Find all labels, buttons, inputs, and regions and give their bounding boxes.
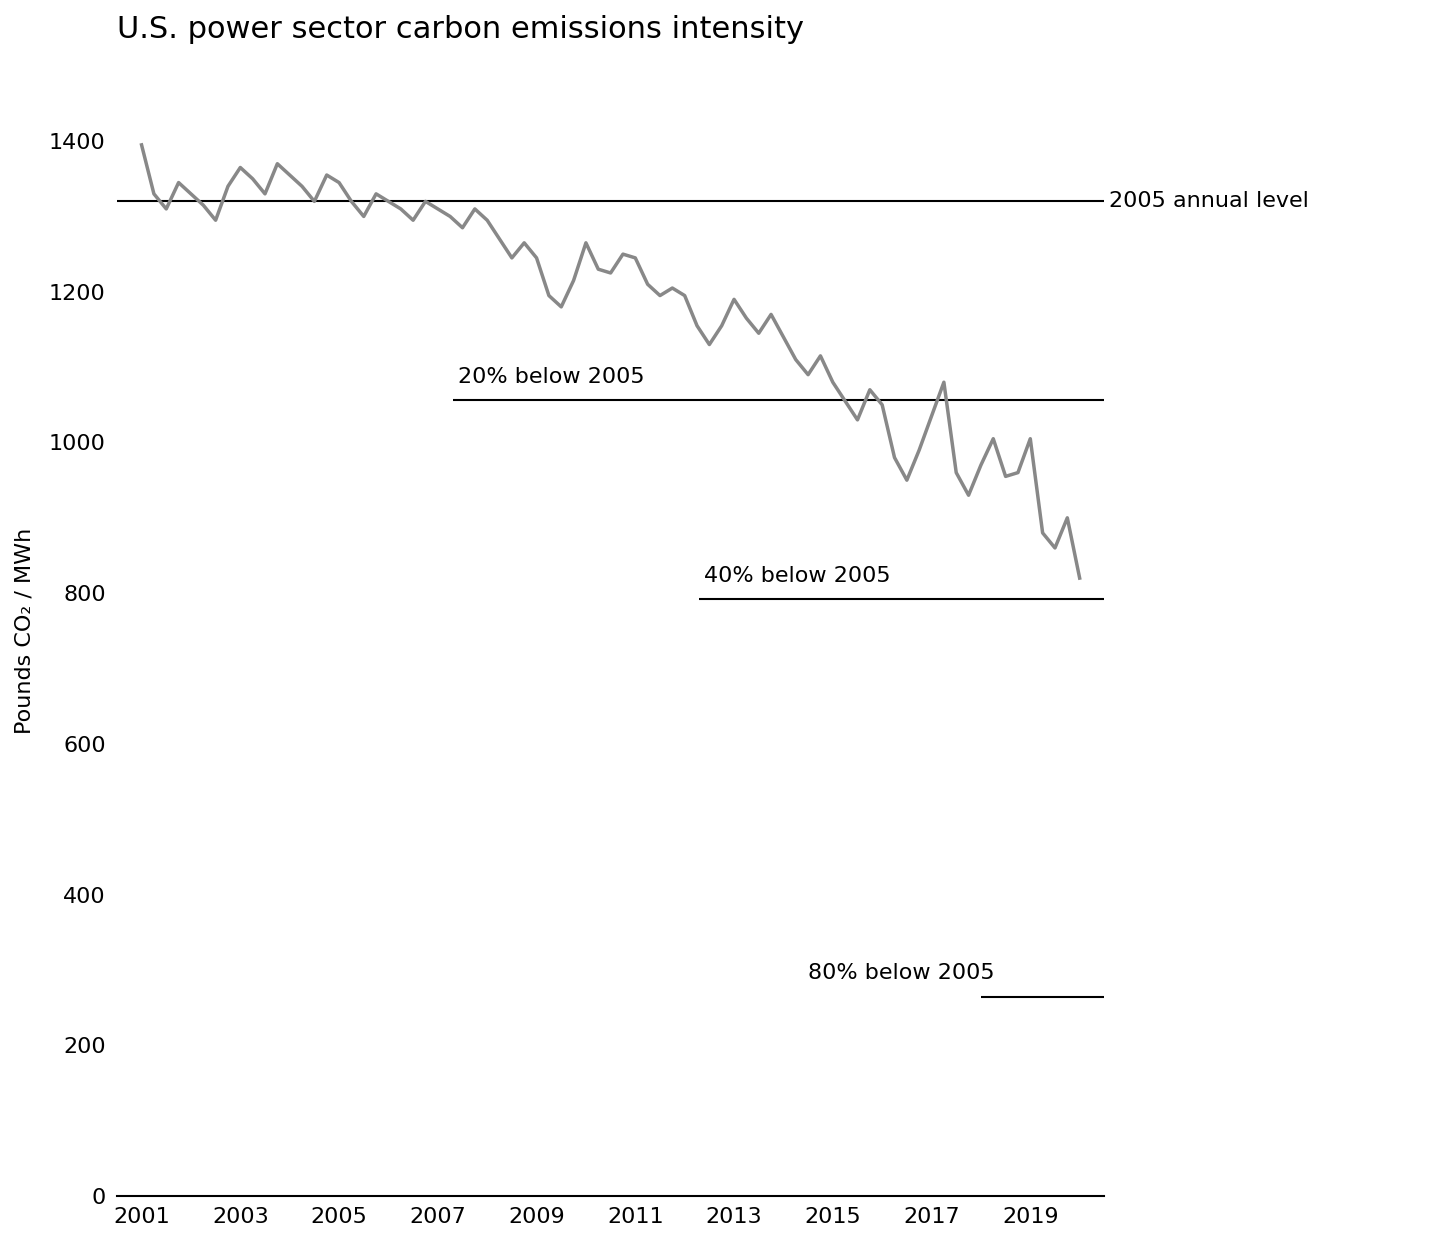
Text: U.S. power sector carbon emissions intensity: U.S. power sector carbon emissions inten… xyxy=(117,15,804,43)
Text: 80% below 2005: 80% below 2005 xyxy=(808,964,995,984)
Text: 40% below 2005: 40% below 2005 xyxy=(704,565,891,586)
Text: 2005 annual level: 2005 annual level xyxy=(1109,191,1309,211)
Y-axis label: Pounds CO₂ / MWh: Pounds CO₂ / MWh xyxy=(14,528,35,734)
Text: 20% below 2005: 20% below 2005 xyxy=(458,366,644,386)
